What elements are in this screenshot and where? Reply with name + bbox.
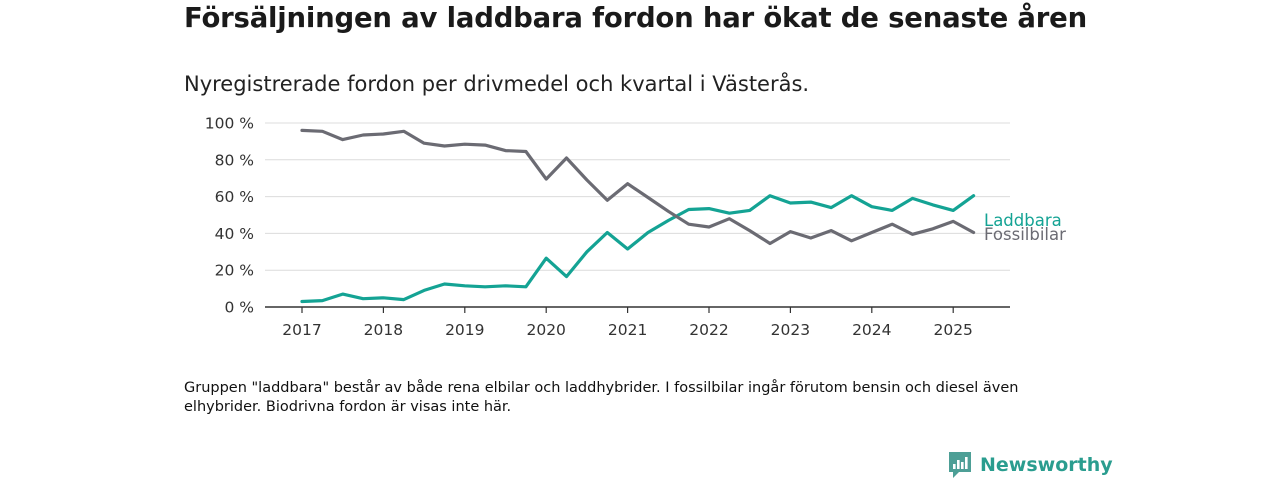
footnote: Gruppen "laddbara" består av både rena e…	[184, 380, 1019, 415]
y-tick-label: 60 %	[215, 188, 254, 206]
x-tick-label: 2018	[364, 321, 403, 339]
chart-title: Försäljningen av laddbara fordon har öka…	[184, 2, 1087, 34]
y-tick-label: 100 %	[205, 115, 254, 133]
series-line-fossilbilar	[300, 128, 976, 246]
series-label-laddbara: Laddbara	[984, 211, 1062, 230]
x-tick-label: 2024	[852, 321, 891, 339]
series-line-laddbara	[300, 194, 976, 304]
x-tick-label: 2021	[608, 321, 647, 339]
brand-logo[interactable]: Newsworthy	[948, 450, 1113, 480]
x-tick-label: 2025	[933, 321, 972, 339]
y-tick-label: 0 %	[224, 299, 254, 317]
gridlines	[265, 122, 1010, 271]
x-tick-label: 2020	[526, 321, 565, 339]
x-axis-ticks: 2017 2018 2019 2020 2021 2022 2023 2024 2025	[282, 307, 973, 339]
line-chart: 0 % 20 % 40 % 60 % 80 % 100 % 2017 2018 2019 202…	[205, 115, 1066, 340]
x-tick-label: 2019	[445, 321, 484, 339]
series-label-fossilbilar: Fossilbilar	[984, 225, 1066, 244]
series-lines	[300, 128, 976, 304]
y-tick-label: 80 %	[215, 151, 254, 169]
newsworthy-logo-icon	[949, 452, 971, 478]
brand-name: Newsworthy	[980, 454, 1113, 476]
y-axis-ticks: 0 % 20 % 40 % 60 % 80 % 100 %	[205, 115, 254, 317]
x-tick-label: 2022	[689, 321, 728, 339]
x-tick-label: 2023	[771, 321, 810, 339]
x-tick-label: 2017	[282, 321, 321, 339]
y-tick-label: 40 %	[215, 225, 254, 243]
y-tick-label: 20 %	[215, 262, 254, 280]
chart-subtitle: Nyregistrerade fordon per drivmedel och …	[184, 72, 810, 96]
